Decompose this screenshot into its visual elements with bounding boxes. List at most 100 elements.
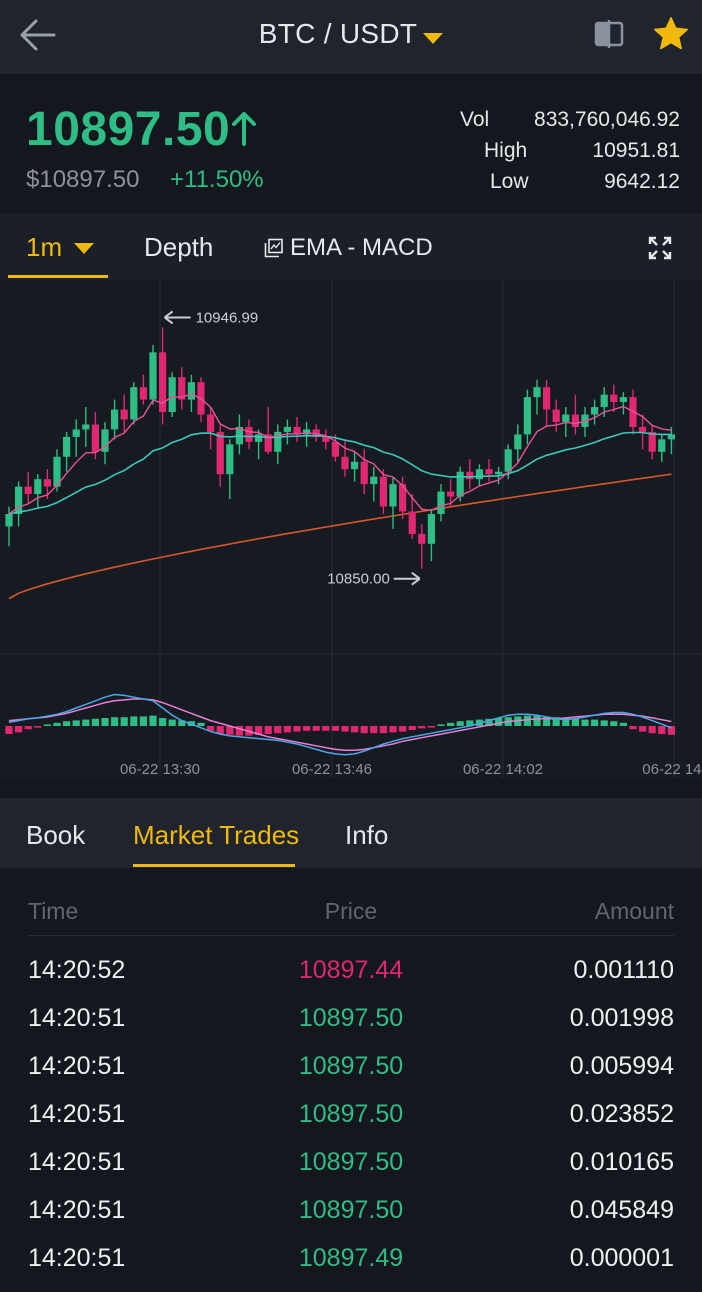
macd-bar [207, 726, 215, 731]
candle [130, 387, 138, 420]
fullscreen-icon [648, 236, 672, 260]
candle [667, 434, 675, 440]
macd-bar [168, 719, 176, 726]
back-button[interactable] [18, 18, 58, 52]
tab-depth[interactable]: Depth [144, 232, 214, 262]
low-label: Low [490, 170, 529, 193]
star-icon [654, 17, 688, 50]
favorite-button[interactable] [652, 15, 690, 53]
trade-row: 14:20:52 10897.44 0.001110 [0, 956, 702, 1004]
candle [466, 471, 474, 480]
tab-info[interactable]: Info [345, 820, 389, 850]
macd-bar [43, 724, 51, 726]
macd-bar [648, 726, 656, 734]
trade-price: 10897.50 [298, 1100, 404, 1128]
col-header-price: Price [324, 898, 378, 924]
candle [43, 479, 51, 487]
candle [418, 533, 426, 544]
macd-bar [485, 718, 493, 726]
chart-canvas: 10946.99 10850.00 06-22 13:30 06-22 13:46 06… [0, 280, 702, 778]
macd-bar [235, 726, 243, 736]
macd-bar [639, 726, 647, 732]
candle [331, 441, 339, 457]
candle [245, 426, 253, 442]
macd-bar [619, 722, 627, 726]
macd-dea-line [8, 698, 672, 752]
candle [648, 431, 656, 452]
candle [111, 409, 119, 430]
macd-bar [303, 726, 311, 731]
macd-bar [274, 726, 282, 734]
macd-bar [591, 719, 599, 726]
max-arrow-icon [164, 310, 191, 325]
candle [120, 409, 128, 420]
pair-label: BTC / USDT [258, 18, 418, 49]
candle [255, 434, 263, 442]
caret-down-icon [74, 242, 94, 260]
macd-bar [581, 719, 589, 726]
macd-bar [600, 720, 608, 726]
low-value: 9642.12 [604, 170, 680, 193]
macd-bar [197, 722, 205, 726]
candle [514, 434, 522, 450]
candle [82, 424, 90, 430]
macd-bar [312, 726, 320, 731]
candle [552, 409, 560, 422]
trade-amount: 0.045849 [569, 1196, 674, 1224]
indicator-selector[interactable]: EMA - MACD [264, 234, 433, 262]
candle [207, 414, 215, 432]
ticker-panel: 10897.50 $10897.50 +11.50% Vol 833,760,0… [0, 74, 702, 214]
candle [543, 387, 551, 410]
tab-book[interactable]: Book [26, 820, 86, 850]
volume-value: 833,760,046.92 [534, 108, 680, 131]
candle [341, 456, 349, 470]
candle [399, 484, 407, 512]
trade-row: 14:20:51 10897.50 0.023852 [0, 1100, 702, 1148]
x-axis-tick-label: 06-22 13:30 [120, 761, 200, 778]
macd-bar [523, 715, 531, 726]
macd-bar [34, 726, 42, 728]
macd-bar [418, 726, 426, 729]
trade-amount: 0.000001 [569, 1244, 674, 1272]
trade-time: 14:20:52 [28, 956, 126, 984]
candle [226, 444, 234, 475]
candle [159, 352, 167, 413]
pair-selector[interactable]: BTC / USDT [0, 18, 702, 52]
macd-bar [667, 726, 675, 735]
macd-bar [437, 724, 445, 726]
ema-short-line [8, 392, 672, 515]
macd-bar [543, 716, 551, 726]
macd-bar [283, 726, 291, 733]
trade-time: 14:20:51 [28, 1148, 126, 1176]
candle [322, 436, 330, 442]
macd-bar [159, 718, 167, 726]
split-view-button[interactable] [592, 18, 628, 50]
candle [351, 461, 359, 470]
top-bar: BTC / USDT [0, 0, 702, 74]
candle [485, 469, 493, 475]
candle [610, 394, 618, 403]
macd-bar [264, 726, 272, 734]
indicator-icon [264, 238, 283, 258]
col-header-time: Time [28, 898, 79, 924]
candle [408, 511, 416, 534]
trade-row: 14:20:51 10897.50 0.001998 [0, 1004, 702, 1052]
trade-row: 14:20:51 10897.49 0.000001 [0, 1244, 702, 1292]
candle [178, 377, 186, 400]
tab-market-trades[interactable]: Market Trades [133, 820, 300, 850]
macd-bar [427, 726, 435, 728]
usd-price: $10897.50 [26, 166, 140, 193]
macd-bar [293, 726, 301, 732]
trade-amount: 0.005994 [569, 1052, 674, 1080]
fullscreen-button[interactable] [648, 236, 672, 260]
trade-price: 10897.49 [298, 1244, 404, 1272]
active-tab-underline [133, 864, 295, 867]
candle [168, 377, 176, 413]
candlestick-chart[interactable]: 10946.99 10850.00 06-22 13:30 06-22 13:46 06… [0, 280, 702, 778]
macd-bar [178, 720, 186, 726]
trade-time: 14:20:51 [28, 1196, 126, 1224]
candle [389, 484, 397, 507]
interval-selector[interactable]: 1m [8, 214, 108, 280]
candle [571, 414, 579, 427]
macd-bar [322, 726, 330, 731]
